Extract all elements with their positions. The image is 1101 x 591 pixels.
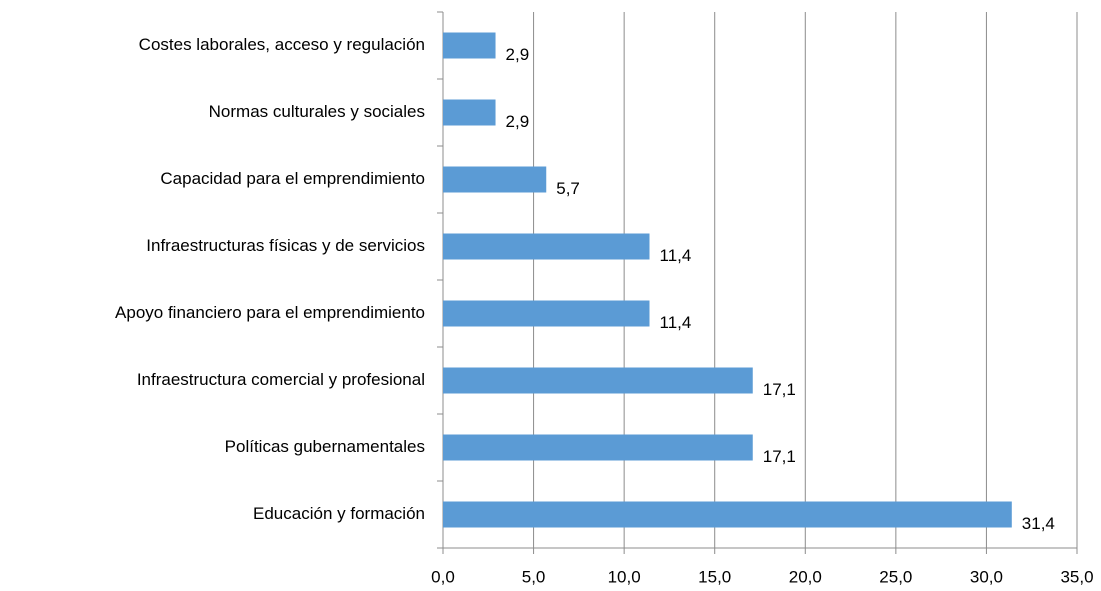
bar: [443, 434, 753, 461]
bar: [443, 233, 650, 260]
value-label: 31,4: [1022, 514, 1055, 533]
y-tick-label: Apoyo financiero para el emprendimiento: [115, 303, 425, 322]
x-tick-label: 35,0: [1060, 567, 1093, 586]
value-label: 11,4: [660, 313, 692, 332]
value-label: 5,7: [556, 179, 580, 198]
value-label: 17,1: [763, 380, 796, 399]
x-tick-label: 10,0: [608, 567, 641, 586]
y-tick-label: Educación y formación: [253, 504, 425, 523]
x-tick-label: 5,0: [522, 567, 546, 586]
y-tick-label: Infraestructura comercial y profesional: [137, 370, 425, 389]
bar: [443, 300, 650, 327]
y-tick-label: Costes laborales, acceso y regulación: [139, 35, 425, 54]
value-label: 2,9: [506, 45, 530, 64]
y-tick-label: Políticas gubernamentales: [225, 437, 425, 456]
bar: [443, 99, 496, 126]
y-tick-label: Infraestructuras físicas y de servicios: [146, 236, 425, 255]
x-tick-label: 15,0: [698, 567, 731, 586]
value-label: 17,1: [763, 447, 796, 466]
value-label: 2,9: [506, 112, 530, 131]
y-tick-label: Normas culturales y sociales: [209, 102, 425, 121]
bar: [443, 501, 1012, 528]
x-tick-label: 30,0: [970, 567, 1003, 586]
x-tick-label: 25,0: [879, 567, 912, 586]
bar: [443, 166, 547, 193]
bar: [443, 367, 753, 394]
x-tick-label: 0,0: [431, 567, 455, 586]
x-tick-label: 20,0: [789, 567, 822, 586]
value-label: 11,4: [660, 246, 692, 265]
y-tick-label: Capacidad para el emprendimiento: [160, 169, 425, 188]
bar: [443, 32, 496, 59]
